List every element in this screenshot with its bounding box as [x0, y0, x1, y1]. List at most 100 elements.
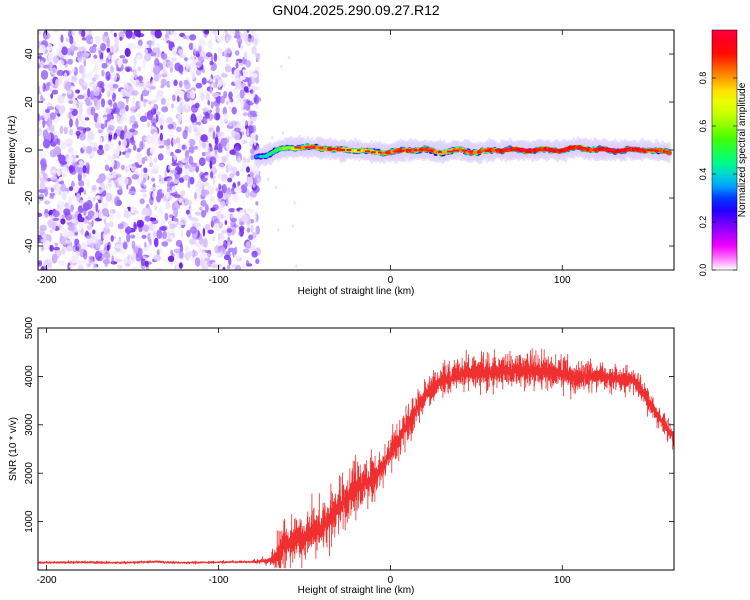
noise-speckle: [161, 189, 165, 194]
noise-speckle: [42, 82, 46, 93]
noise-speckle: [166, 61, 174, 69]
noise-speckle: [72, 67, 76, 73]
noise-speckle: [203, 238, 208, 249]
noise-speckle: [186, 90, 194, 99]
noise-speckle: [57, 242, 62, 248]
noise-speckle: [70, 218, 77, 224]
spectrogram-x-axis-label: Height of straight line (km): [298, 286, 415, 297]
noise-speckle: [129, 128, 136, 133]
noise-speckle: [136, 179, 143, 185]
noise-speckle: [241, 125, 245, 133]
noise-speckle: [85, 34, 93, 45]
noise-speckle: [293, 201, 296, 205]
noise-speckle: [237, 156, 241, 165]
noise-speckle: [71, 75, 78, 83]
noise-speckle: [188, 124, 192, 134]
noise-speckle: [98, 49, 102, 55]
noise-speckle: [136, 233, 139, 238]
noise-speckle: [65, 212, 72, 221]
noise-speckle: [227, 236, 231, 242]
noise-speckle: [109, 221, 114, 228]
noise-speckle: [87, 210, 95, 217]
noise-speckle: [64, 191, 69, 196]
noise-speckle: [147, 232, 151, 242]
noise-speckle: [125, 130, 133, 139]
noise-speckle: [63, 72, 68, 82]
noise-speckle: [204, 111, 210, 120]
noise-speckle: [110, 44, 116, 54]
noise-speckle: [271, 136, 274, 140]
noise-speckle: [166, 230, 171, 239]
noise-speckle: [66, 156, 74, 163]
noise-speckle: [246, 208, 254, 214]
noise-speckle: [76, 100, 80, 109]
noise-speckle: [148, 253, 152, 257]
noise-speckle: [214, 136, 219, 146]
signal-peak: [606, 149, 612, 151]
noise-speckle: [127, 42, 135, 48]
noise-speckle: [118, 140, 121, 146]
noise-speckle: [156, 111, 161, 116]
noise-speckle: [240, 264, 246, 269]
noise-speckle: [138, 75, 144, 82]
noise-speckle: [50, 176, 57, 181]
noise-speckle: [60, 218, 66, 225]
noise-speckle: [102, 208, 109, 217]
noise-speckle: [238, 231, 241, 236]
noise-speckle: [226, 264, 231, 270]
noise-speckle: [281, 131, 285, 135]
noise-speckle: [104, 252, 111, 260]
noise-speckle: [144, 136, 150, 141]
noise-speckle: [132, 162, 136, 172]
signal-peak: [356, 149, 361, 152]
noise-speckle: [77, 264, 84, 270]
noise-speckle: [211, 30, 219, 35]
spectrogram-y-ticks: -40 -20 0 20 40: [24, 48, 674, 253]
noise-speckle: [100, 42, 107, 52]
noise-speckle: [205, 223, 210, 231]
noise-speckle: [226, 163, 233, 172]
noise-speckle: [295, 264, 298, 269]
noise-speckle: [190, 58, 198, 69]
noise-speckle: [164, 169, 168, 178]
noise-speckle: [59, 125, 64, 135]
noise-speckle: [167, 255, 175, 262]
noise-speckle: [138, 101, 145, 108]
noise-speckle: [60, 34, 64, 43]
noise-speckle: [202, 227, 206, 237]
noise-speckle: [168, 133, 175, 138]
noise-speckle: [200, 92, 205, 102]
noise-speckle: [220, 250, 223, 258]
noise-speckle: [147, 121, 150, 128]
noise-speckle: [69, 44, 76, 53]
noise-speckle: [82, 82, 90, 86]
noise-speckle: [182, 174, 190, 181]
noise-speckle: [198, 121, 201, 126]
noise-speckle: [115, 258, 123, 263]
y-tick-label: 0: [24, 147, 35, 153]
noise-speckle: [203, 253, 212, 259]
noise-speckle: [130, 115, 136, 124]
noise-speckle: [136, 113, 142, 117]
noise-speckle: [213, 149, 219, 154]
x-tick-label: 100: [554, 275, 571, 286]
noise-speckle: [241, 214, 248, 223]
noise-speckle: [153, 157, 158, 163]
noise-speckle: [96, 178, 104, 184]
noise-speckle: [234, 264, 242, 270]
noise-speckle: [242, 31, 249, 42]
noise-speckle: [42, 110, 46, 119]
noise-speckle: [143, 75, 146, 86]
signal-peak: [582, 147, 587, 150]
noise-speckle: [192, 219, 196, 224]
noise-speckle: [220, 137, 228, 147]
noise-speckle: [215, 106, 220, 114]
noise-speckle: [241, 139, 248, 144]
noise-speckle: [55, 184, 61, 193]
noise-speckle: [188, 215, 193, 220]
noise-speckle: [112, 153, 117, 160]
noise-speckle: [226, 228, 232, 233]
noise-speckle: [99, 249, 107, 254]
noise-speckle: [221, 184, 227, 194]
noise-speckle: [252, 33, 259, 41]
